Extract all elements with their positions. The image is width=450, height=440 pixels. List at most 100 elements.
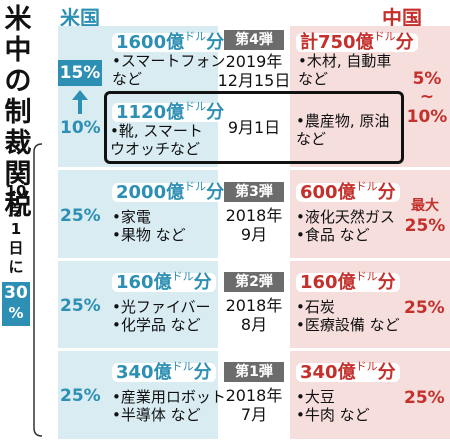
title-char: 関 [4, 159, 32, 190]
us-amount-value: 340億 [116, 362, 172, 383]
us-amount-suffix: 分 [206, 32, 225, 53]
row-divider [58, 348, 450, 351]
cn-amount-unit: ドル [355, 360, 378, 373]
list-item: •靴, スマート [110, 122, 203, 140]
row3-us-amount: 2000億ドル分 [112, 178, 229, 204]
row4-date: 2019年 12月15日 [214, 52, 294, 90]
row4b-cn-items: •農産物, 原油 など [296, 112, 389, 148]
list-item: •農産物, 原油 [296, 112, 390, 130]
list-item: •果物 など [112, 226, 186, 244]
date-line: 2018年 [225, 296, 283, 315]
list-item: •木材, 自動車 [298, 52, 392, 70]
cn-amount-value: 160億 [300, 272, 356, 293]
list-item: •石炭 [296, 298, 335, 316]
row2-badge: 第2弾 [224, 272, 284, 292]
row2-us-amount: 160億ドル分 [112, 268, 216, 294]
row3-cn-pct: 最大 25% [402, 196, 448, 236]
list-item: •半導体 など [112, 406, 201, 424]
list-item: •医療設備 など [296, 316, 400, 334]
row1-date: 2018年 7月 [214, 386, 294, 424]
side-label-char: に [8, 258, 24, 276]
us-amount-value: 1120億 [116, 102, 185, 123]
row2-us-items: •光ファイバー •化学品 など [112, 298, 211, 334]
row2-date: 2018年 8月 [214, 296, 294, 334]
us-amount-unit: ドル [184, 180, 207, 193]
list-item: など [296, 130, 327, 148]
us-amount-suffix: 分 [206, 102, 225, 123]
us-amount-value: 2000億 [116, 182, 185, 203]
list-item: ウオッチなど [110, 140, 201, 158]
list-item: •家電 [112, 208, 151, 226]
side-label: 10 月 1 日 に [2, 182, 30, 277]
title-char: の [4, 66, 32, 97]
cn-pct-top: 5% [412, 69, 442, 89]
date-line: 2018年 [225, 206, 283, 225]
cn-amount-unit: ドル [355, 180, 378, 193]
title-char: 裁 [4, 128, 32, 159]
row1-cn-pct: 25% [404, 388, 445, 408]
list-item: •牛肉 など [296, 406, 370, 424]
us-amount-unit: ドル [171, 270, 194, 283]
us-amount-value: 160億 [116, 272, 172, 293]
row4b-highlight-box [104, 91, 404, 164]
vertical-title: 米 中 の 制 裁 関 税 [2, 4, 34, 221]
row4-cn-amount: 計750億ドル分 [296, 28, 418, 54]
list-item: •大豆 [296, 388, 335, 406]
row1-us-items: •産業用ロボット •半導体 など [112, 388, 226, 424]
cn-amount-value: 340億 [300, 362, 356, 383]
us-amount-suffix: 分 [193, 272, 212, 293]
row3-cn-items: •液化天然ガス •食品 など [296, 208, 395, 244]
list-item: •化学品 など [112, 316, 201, 334]
row4b-us-items: •靴, スマート ウオッチなど [110, 122, 203, 158]
row1-us-amount: 340億ドル分 [112, 358, 216, 384]
side-pct-badge: 30 % [2, 282, 30, 326]
row2-cn-pct: 25% [404, 298, 445, 318]
row4-cn-items: •木材, 自動車 など [298, 52, 391, 88]
cn-amount-unit: ドル [355, 270, 378, 283]
row4-us-items: •スマートフォン など [112, 52, 225, 88]
side-label-char: 10 [5, 182, 27, 200]
row-divider [58, 167, 450, 170]
list-item: など [298, 70, 329, 88]
row1-us-pct: 25% [60, 386, 101, 406]
list-item: •食品 など [296, 226, 370, 244]
row1-badge: 第1弾 [224, 362, 284, 382]
side-bracket [33, 143, 43, 437]
row1-cn-items: •大豆 •牛肉 など [296, 388, 370, 424]
cn-amount-unit: ドル [373, 30, 396, 43]
date-line: 7月 [240, 405, 268, 424]
cn-pct-tilde: ~ [419, 87, 435, 107]
side-label-char: 1 [10, 220, 22, 238]
row4-us-pct-top: 15% [58, 60, 102, 86]
side-pct-value: 30 [4, 283, 28, 303]
row4-badge: 第4弾 [224, 30, 284, 50]
row2-us-pct: 25% [60, 296, 101, 316]
row3-badge: 第3弾 [224, 182, 284, 202]
us-amount-suffix: 分 [206, 182, 225, 203]
row3-date: 2018年 9月 [214, 206, 294, 244]
date-line: 12月15日 [217, 71, 291, 90]
row2-cn-items: •石炭 •医療設備 など [296, 298, 400, 334]
up-arrow-icon [72, 90, 88, 114]
cn-pct-prefix: 最大 [411, 198, 439, 214]
cn-amount-suffix: 分 [377, 362, 396, 383]
side-label-char: 月 [8, 201, 24, 219]
row4b-us-amount: 1120億ドル分 [112, 98, 229, 124]
list-item: •産業用ロボット [112, 388, 226, 406]
side-pct-unit: % [8, 304, 24, 322]
side-label-char: 日 [8, 239, 24, 257]
us-amount-unit: ドル [184, 100, 207, 113]
title-char: 制 [4, 97, 32, 128]
title-char: 米 [4, 4, 32, 35]
date-line: 2018年 [225, 386, 283, 405]
cn-amount-value: 計750億 [300, 32, 374, 53]
row3-cn-amount: 600億ドル分 [296, 178, 400, 204]
row4b-us-pct-bottom: 10% [60, 118, 101, 138]
row-divider [58, 258, 450, 261]
list-item: •光ファイバー [112, 298, 211, 316]
date-line: 9月 [240, 225, 268, 244]
row2-cn-amount: 160億ドル分 [296, 268, 400, 294]
date-line: 2019年 [225, 52, 283, 71]
us-amount-value: 1600億 [116, 32, 185, 53]
cn-amount-value: 600億 [300, 182, 356, 203]
